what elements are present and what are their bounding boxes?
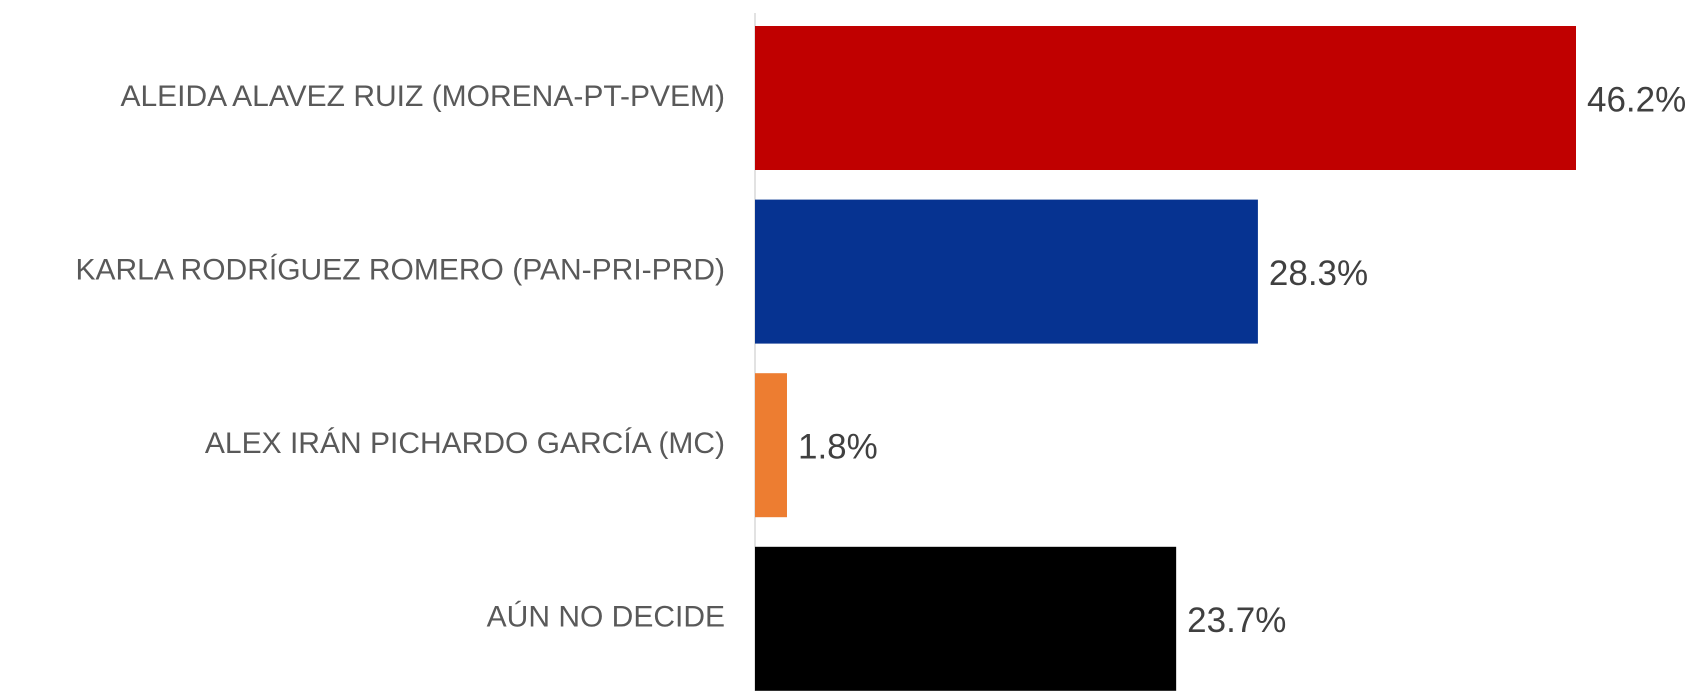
category-label: ALEX IRÁN PICHARDO GARCÍA (MC) — [205, 427, 725, 460]
value-label: 28.3% — [1269, 254, 1368, 293]
bar — [755, 373, 787, 518]
category-label: KARLA RODRÍGUEZ ROMERO (PAN-PRI-PRD) — [76, 254, 726, 287]
value-label: 1.8% — [798, 427, 878, 466]
category-label: AÚN NO DECIDE — [487, 601, 725, 634]
bar — [755, 199, 1258, 344]
bar — [755, 546, 1177, 691]
category-label: ALEIDA ALAVEZ RUIZ (MORENA-PT-PVEM) — [120, 80, 725, 113]
value-label: 23.7% — [1187, 601, 1286, 640]
value-label: 46.2% — [1587, 80, 1686, 119]
bar — [755, 26, 1576, 170]
